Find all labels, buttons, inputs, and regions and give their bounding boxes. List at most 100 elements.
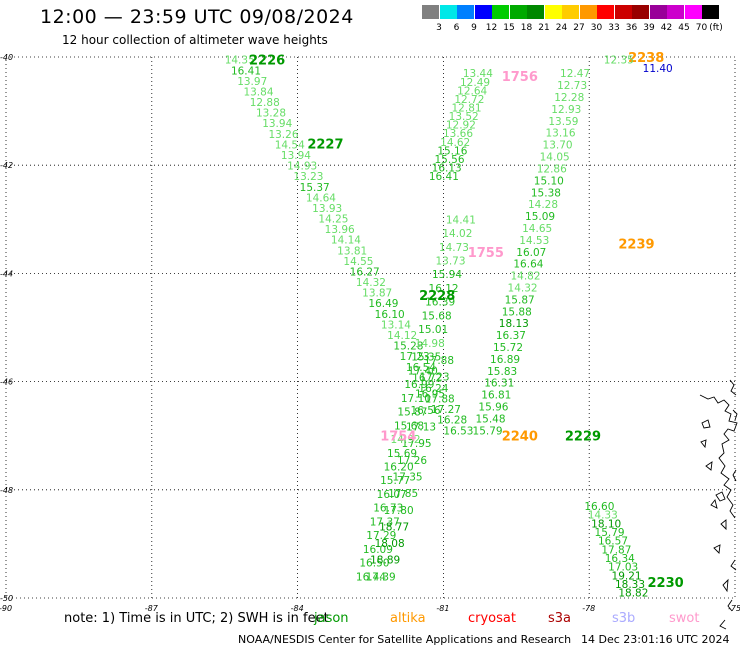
wave-height-value: 14.98 xyxy=(415,338,445,350)
wave-height-value: 16.60 xyxy=(584,501,614,513)
wave-height-value: 17.87 xyxy=(601,544,631,556)
pass-time-label: 1756 xyxy=(502,70,538,85)
wave-height-value: 15.37 xyxy=(300,182,330,194)
wave-height-value: 15.38 xyxy=(531,187,561,199)
wave-height-value: 17.23 xyxy=(419,372,449,384)
wave-height-value: 17.35 xyxy=(393,471,423,483)
scale-swatch xyxy=(492,5,509,19)
wave-height-value: 16.81 xyxy=(481,390,511,402)
wave-height-value: 14.41 xyxy=(446,214,476,226)
wave-height-value: 13.23 xyxy=(293,171,323,183)
longitude-label: -84 xyxy=(291,604,304,613)
wave-height-value: 16.72 xyxy=(412,372,442,384)
scale-swatch xyxy=(667,5,684,19)
wave-height-value: 13.97 xyxy=(237,76,267,88)
legend-note: note: 1) Time is in UTC; 2) SWH is in fe… xyxy=(64,611,329,626)
wave-height-value: 13.26 xyxy=(268,129,298,141)
wave-height-value: 12.93 xyxy=(551,104,581,116)
wave-height-value: 15.68 xyxy=(394,420,424,432)
coastline xyxy=(699,379,738,630)
wave-height-value: 14.32 xyxy=(508,282,538,294)
latitude-label: -50 xyxy=(0,594,13,603)
longitude-label: -90 xyxy=(0,604,12,613)
wave-height-value: 15.68 xyxy=(422,310,452,322)
wave-height-value: 13.14 xyxy=(381,319,411,331)
scale-swatch xyxy=(614,5,632,19)
scale-swatch xyxy=(439,5,457,19)
map-grid xyxy=(5,56,736,599)
wave-height-value: 12.35 xyxy=(604,55,634,67)
wave-height-value: 15.35 xyxy=(411,352,441,364)
wave-height-value: 15.83 xyxy=(487,366,517,378)
wave-height-value: 16.49 xyxy=(368,298,398,310)
axis-labels: -90 -87 -84 -81 -78 -75 -40 -42 -44 -46 -48 -50 xyxy=(0,53,740,613)
wave-height-value: 14.33 xyxy=(588,510,618,522)
wave-height-value: 13.84 xyxy=(243,86,273,98)
scale-swatch xyxy=(544,5,562,19)
wave-height-value: 12.81 xyxy=(452,102,482,114)
wave-height-value: 14.32 xyxy=(356,277,386,289)
scale-label: 24 xyxy=(555,23,568,33)
scale-swatch xyxy=(474,5,492,19)
wave-height-value: 18.82 xyxy=(618,588,648,600)
scale-swatch xyxy=(684,5,702,19)
scale-label: 70 xyxy=(695,23,708,33)
wave-height-value: 16.39 xyxy=(425,297,455,309)
scale-label: 21 xyxy=(538,23,550,33)
wave-height-value: 15.10 xyxy=(534,175,564,187)
wave-height-value: 14.64 xyxy=(306,192,336,204)
scale-swatch xyxy=(422,5,439,19)
wave-height-value: 12.86 xyxy=(537,163,567,175)
wave-height-value: 17.10 xyxy=(401,393,431,405)
satellite-legend-s3a: s3a xyxy=(548,611,572,626)
longitude-label: -87 xyxy=(145,604,159,613)
wave-height-value: 16.24 xyxy=(418,383,448,395)
wave-height-value: 15.87 xyxy=(397,407,427,419)
wave-height-value: 14.05 xyxy=(540,152,570,164)
wave-height-value: 12.47 xyxy=(560,68,590,80)
wave-height-value: 16.44 xyxy=(356,571,386,583)
wave-height-value: 16.20 xyxy=(384,461,414,473)
satellite-legend-s3b: s3b xyxy=(612,611,636,626)
wave-height-value: 13.70 xyxy=(543,140,573,152)
wave-height-value: 11.40 xyxy=(643,63,673,75)
scale-swatch xyxy=(457,5,474,19)
wave-height-value: 17.85 xyxy=(388,488,418,500)
wave-height-value: 17.37 xyxy=(370,516,400,528)
wave-height-value: 13.93 xyxy=(312,203,342,215)
wave-height-value: 15.72 xyxy=(493,342,523,354)
scale-swatch xyxy=(597,5,614,19)
latitude-label: -46 xyxy=(0,378,13,387)
pass-time-label: 2226 xyxy=(249,54,285,69)
wave-height-value: 17.88 xyxy=(424,355,454,367)
wave-height-value: 14.93 xyxy=(287,161,317,173)
wave-height-value: 16.57 xyxy=(598,536,628,548)
pass-time-label: 2227 xyxy=(307,138,343,153)
scale-label: 45 xyxy=(678,23,690,33)
scale-label: 30 xyxy=(590,23,603,33)
wave-height-value: 16.28 xyxy=(437,415,467,427)
pass-time-label: 2239 xyxy=(618,238,654,253)
wave-height-value: 15.09 xyxy=(525,211,555,223)
wave-height-value: 15.16 xyxy=(437,145,467,157)
wave-height-value: 13.81 xyxy=(337,245,367,257)
wave-height-value: 16.50 xyxy=(359,558,389,570)
wave-height-value: 13.94 xyxy=(262,118,292,130)
wave-height-value: 16.27 xyxy=(350,266,380,278)
wave-height-value: 16.09 xyxy=(363,544,393,556)
wave-height-value: 12.92 xyxy=(446,120,476,132)
credit-footer: NOAA/NESDIS Center for Satellite Applica… xyxy=(238,633,572,646)
scale-swatch xyxy=(562,5,579,19)
wave-height-value: 13.73 xyxy=(435,255,465,267)
wave-height-value: 17.13 xyxy=(406,422,436,434)
wave-height-value: 15.28 xyxy=(393,341,423,353)
scale-label: 33 xyxy=(608,23,620,33)
scale-label: 12 xyxy=(485,23,498,33)
wave-height-value: 16.10 xyxy=(375,309,405,321)
wave-height-value: 17.39 xyxy=(366,571,396,583)
wave-height-value: 14.12 xyxy=(387,330,417,342)
wave-height-value: 17.26 xyxy=(397,455,427,467)
wave-height-value: 14.65 xyxy=(522,223,552,235)
wave-height-value: 16.89 xyxy=(490,354,520,366)
wave-height-value: 18.89 xyxy=(370,555,400,567)
